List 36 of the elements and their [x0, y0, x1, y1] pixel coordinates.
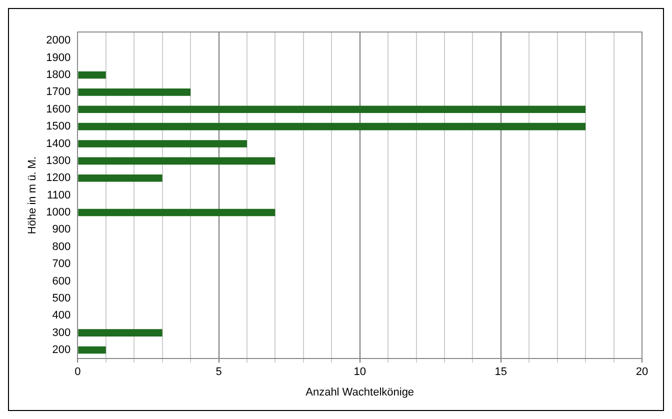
y-tick-label: 1000: [46, 206, 71, 219]
y-tick-label: 1100: [47, 189, 71, 202]
y-tick-label: 400: [52, 310, 71, 322]
y-tick-label: 1900: [46, 52, 71, 64]
y-tick-label: 500: [52, 292, 71, 304]
y-tick-label: 800: [52, 240, 71, 253]
y-tick-label: 1300: [46, 154, 71, 167]
x-tick-label: 15: [494, 366, 508, 378]
y-tick-label: 600: [52, 275, 71, 288]
bar: [78, 346, 106, 354]
bar: [78, 106, 586, 114]
bar: [78, 140, 247, 148]
x-axis-title: Anzahl Wachtelkönige: [306, 386, 414, 398]
x-tick-label: 5: [216, 366, 222, 378]
bar: [78, 174, 162, 182]
y-tick-label: 900: [52, 224, 71, 236]
y-tick-label: 300: [52, 326, 71, 339]
x-tick-label: 0: [74, 366, 81, 378]
bar: [78, 208, 276, 216]
bar: [78, 122, 586, 130]
y-tick-label: 1700: [46, 86, 71, 98]
bar: [78, 157, 276, 165]
y-axis-title: Höhe in m ü. M.: [26, 156, 39, 234]
y-tick-label: 1200: [46, 172, 71, 184]
y-tick-label: 1500: [46, 120, 71, 133]
bar: [78, 88, 191, 96]
y-tick-label: 1600: [46, 103, 71, 116]
y-tick-label: 2000: [46, 34, 71, 47]
y-tick-label: 200: [52, 344, 71, 356]
x-tick-label: 10: [354, 366, 366, 378]
bar: [78, 329, 162, 336]
bar: [78, 71, 106, 79]
y-tick-label: 700: [52, 258, 71, 270]
x-tick-label: 20: [636, 366, 648, 378]
y-tick-label: 1400: [46, 138, 71, 150]
y-tick-label: 1800: [46, 69, 71, 82]
